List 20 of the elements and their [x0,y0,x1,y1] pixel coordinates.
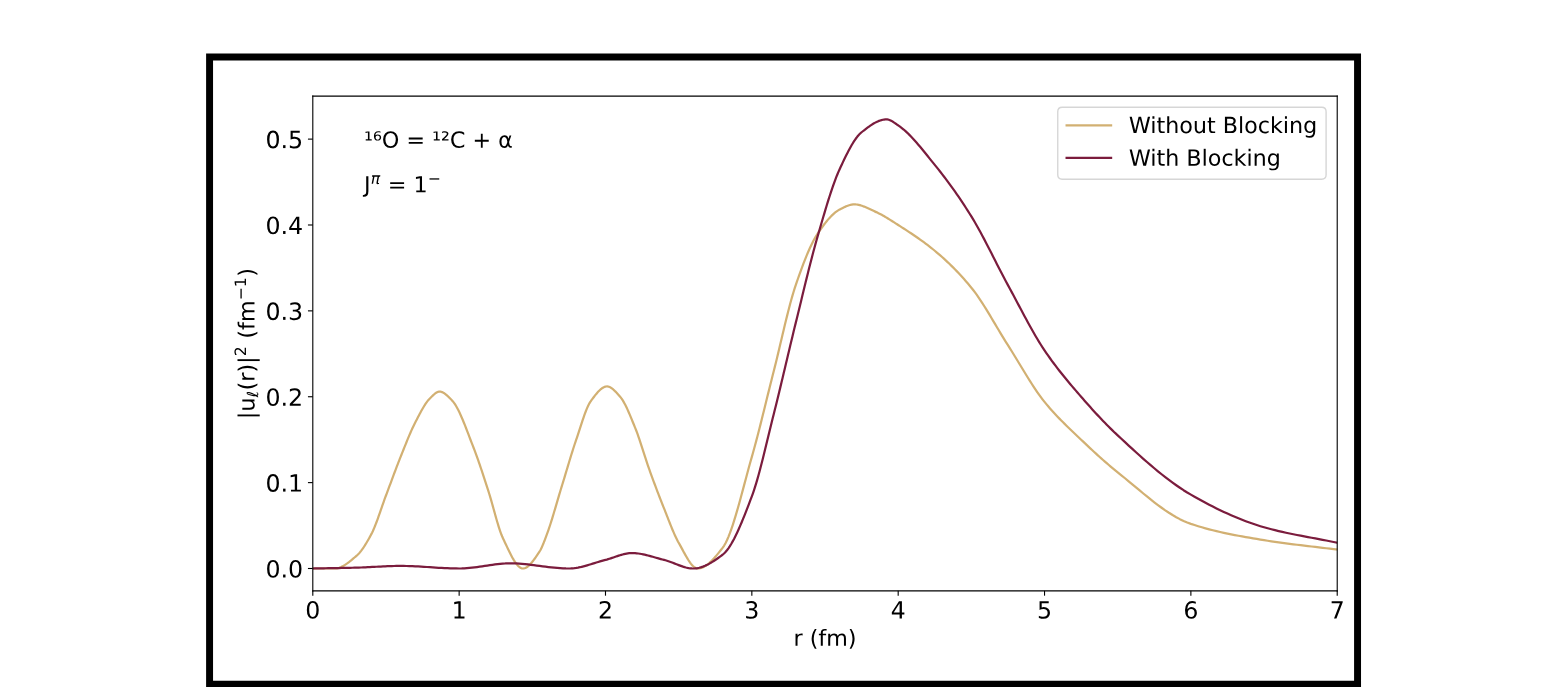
x-tick-label: 5 [1038,601,1050,619]
y-tick-label: 0.1 [267,474,301,492]
y-tick-label: 0.3 [267,302,302,321]
legend-label: Without Blocking [1129,116,1316,138]
annotation: J$^{π}$ = 1$^{−}$ [362,175,440,197]
x-tick-label: 6 [1185,600,1197,619]
x-tick-label: 4 [891,601,905,619]
x-tick-label: 1 [454,601,465,619]
y-tick-label: 0.4 [267,216,302,235]
y-tick-label: 0.5 [267,130,302,149]
y-tick-label: 0.0 [267,559,302,578]
annotation: ¹⁶O = ¹²C + α [365,131,512,149]
x-tick-label: 2 [599,600,611,619]
x-tick-label: 3 [746,600,758,619]
y-axis-title: |u$_{ℓ}$(r)|$^{2}$ (fm$^{−1}$) [234,269,260,417]
x-tick-label: 0 [306,600,319,619]
x-axis-title: r (fm) [795,628,855,649]
x-tick-label: 7 [1331,601,1343,619]
legend-label: With Blocking [1129,148,1279,171]
y-tick-label: 0.2 [267,388,301,407]
